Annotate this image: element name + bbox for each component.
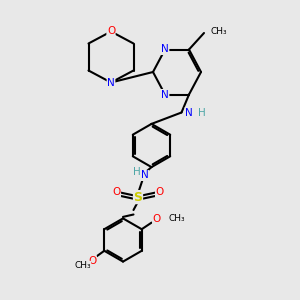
Text: O: O bbox=[155, 187, 164, 197]
Text: O: O bbox=[107, 26, 115, 37]
Text: N: N bbox=[141, 170, 148, 181]
Text: N: N bbox=[185, 107, 193, 118]
Text: CH₃: CH₃ bbox=[169, 214, 185, 223]
Text: O: O bbox=[153, 214, 161, 224]
Text: H: H bbox=[133, 167, 140, 177]
Text: N: N bbox=[161, 89, 169, 100]
Text: O: O bbox=[112, 187, 121, 197]
Text: H: H bbox=[198, 107, 206, 118]
Text: O: O bbox=[88, 256, 96, 266]
Text: N: N bbox=[161, 44, 169, 55]
Text: CH₃: CH₃ bbox=[211, 27, 227, 36]
Text: CH₃: CH₃ bbox=[74, 261, 91, 270]
Text: N: N bbox=[107, 77, 115, 88]
Text: S: S bbox=[134, 190, 142, 204]
